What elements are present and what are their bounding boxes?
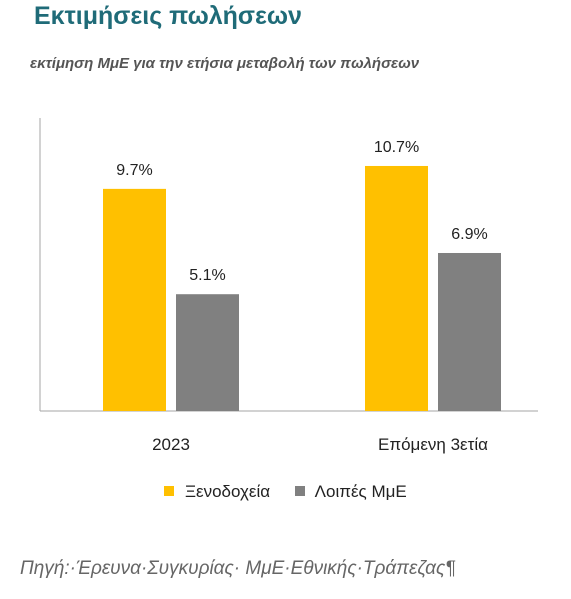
bar-other-smes-1 xyxy=(438,252,501,411)
legend-item-hotels: Ξενοδοχεία xyxy=(164,482,270,502)
chart-title: Εκτιμήσεις πωλήσεων xyxy=(34,2,302,30)
legend-label-hotels: Ξενοδοχεία xyxy=(184,482,271,501)
legend-swatch-hotels xyxy=(164,485,175,496)
value-label-other-smes-1: 6.9% xyxy=(451,226,487,243)
bar-chart: 9.7% 5.1% 10.7% 6.9% 2023 Επόμενη 3ετία xyxy=(39,118,538,454)
legend: Ξενοδοχεία Λοιπές ΜμΕ xyxy=(0,482,571,502)
bar-hotels-1 xyxy=(365,165,428,411)
category-label-0: 2023 xyxy=(152,435,190,454)
legend-swatch-other-smes xyxy=(294,485,305,496)
category-label-1: Επόμενη 3ετία xyxy=(378,435,488,454)
source-note: Πηγή:·Έρευνα·Συγκυρίας· ΜμΕ·Εθνικής·Τράπ… xyxy=(20,558,456,579)
value-label-other-smes-0: 5.1% xyxy=(189,267,225,284)
legend-label-other-smes: Λοιπές ΜμΕ xyxy=(314,482,407,501)
bar-hotels-0 xyxy=(103,188,166,411)
value-label-hotels-0: 9.7% xyxy=(116,162,152,179)
legend-item-other-smes: Λοιπές ΜμΕ xyxy=(294,482,407,502)
value-label-hotels-1: 10.7% xyxy=(374,139,419,156)
category-labels-group: 2023 Επόμενη 3ετία xyxy=(152,435,488,454)
value-labels-group: 9.7% 5.1% 10.7% 6.9% xyxy=(116,139,487,284)
bar-other-smes-0 xyxy=(176,294,239,411)
bars-group xyxy=(103,165,501,411)
chart-subtitle: εκτίμηση ΜμΕ για την ετήσια μεταβολή των… xyxy=(30,55,420,72)
